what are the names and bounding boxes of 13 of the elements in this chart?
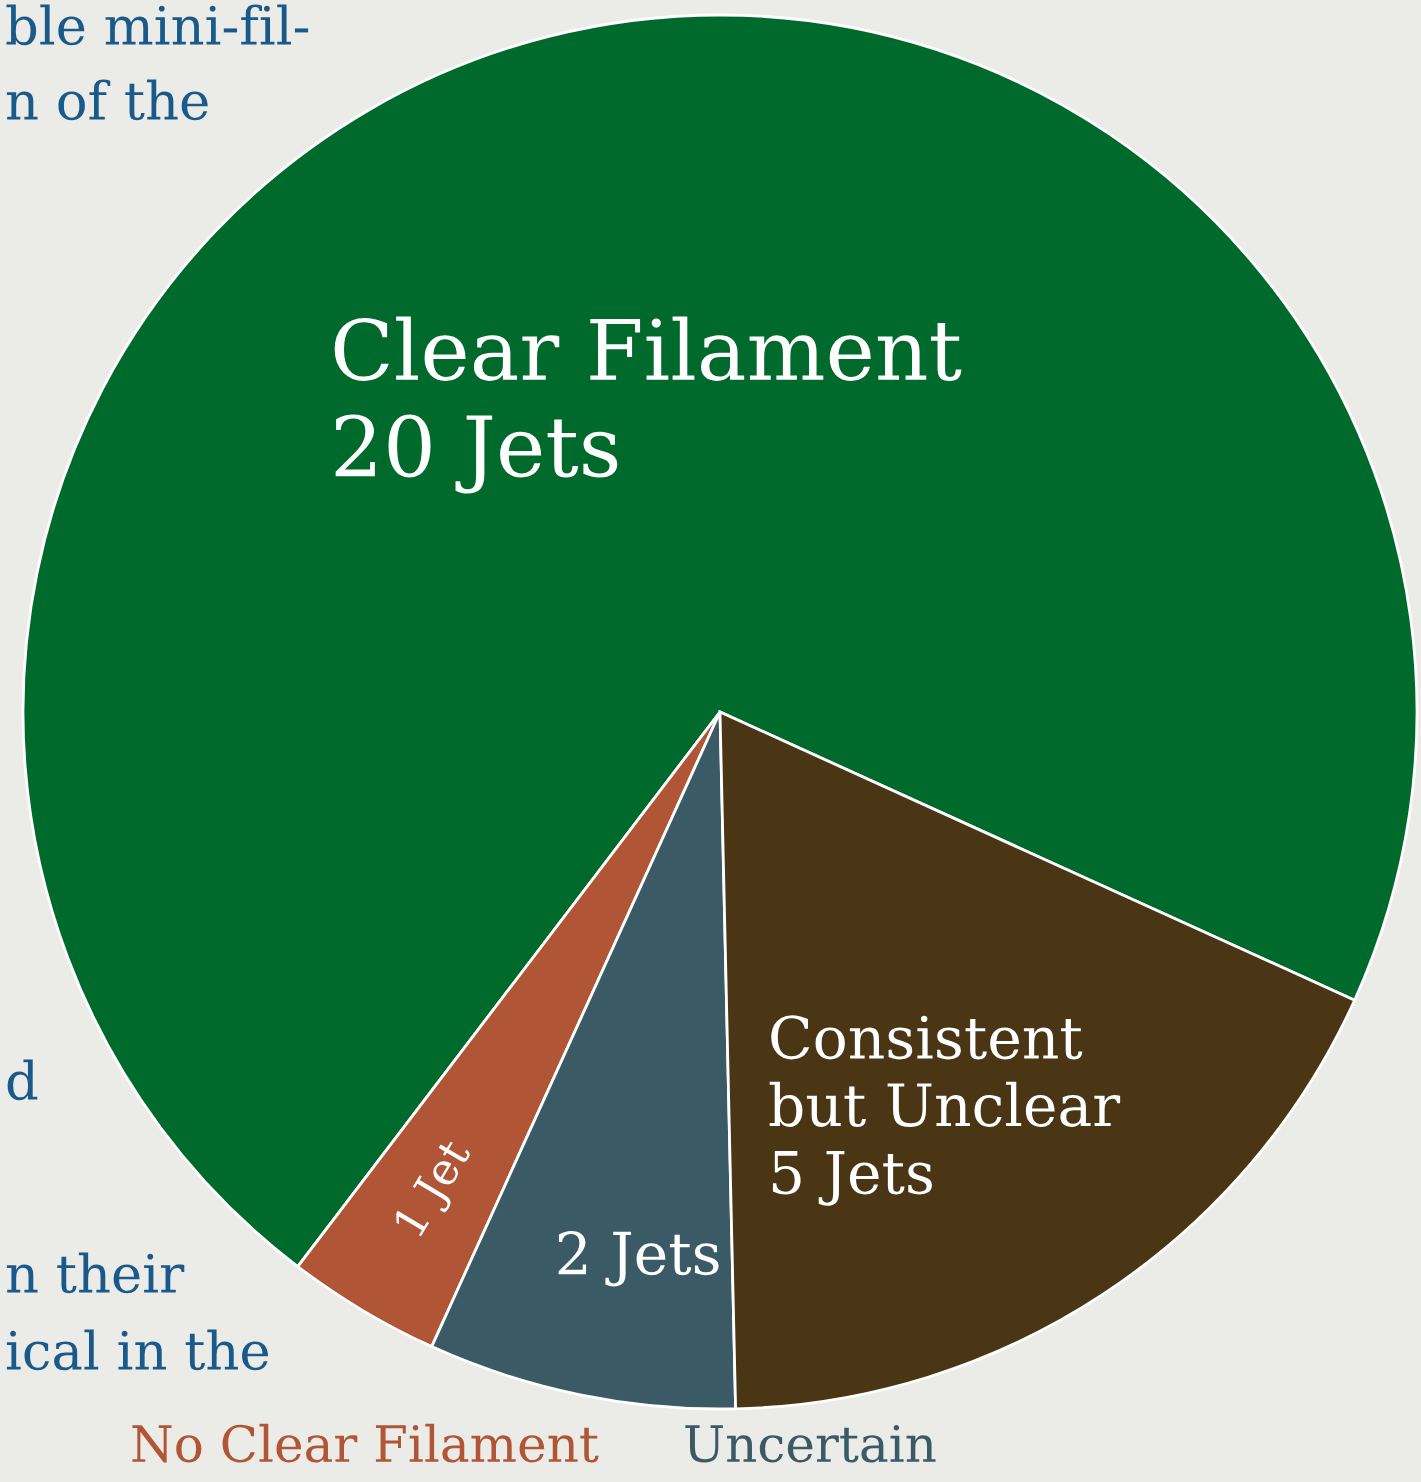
- data-label: 2 Jets: [558, 1231, 719, 1287]
- slice-label: Uncertain: [685, 1425, 936, 1463]
- slice-label: No Clear Filament: [132, 1423, 599, 1463]
- text: n their: [6, 1252, 185, 1294]
- slice-label: Clear Filament: [334, 316, 962, 381]
- text: d: [7, 1059, 38, 1101]
- data-label: 5 Jets: [772, 1151, 932, 1206]
- data-label: 20 Jets: [335, 414, 618, 494]
- text: ble mini-fil-: [6, 4, 309, 46]
- slice-label: Consistent but Unclear: [769, 1015, 1121, 1127]
- data-label: 1 Jet: [392, 1135, 480, 1242]
- text: n of the: [6, 79, 208, 121]
- text: ical in the: [6, 1329, 269, 1371]
